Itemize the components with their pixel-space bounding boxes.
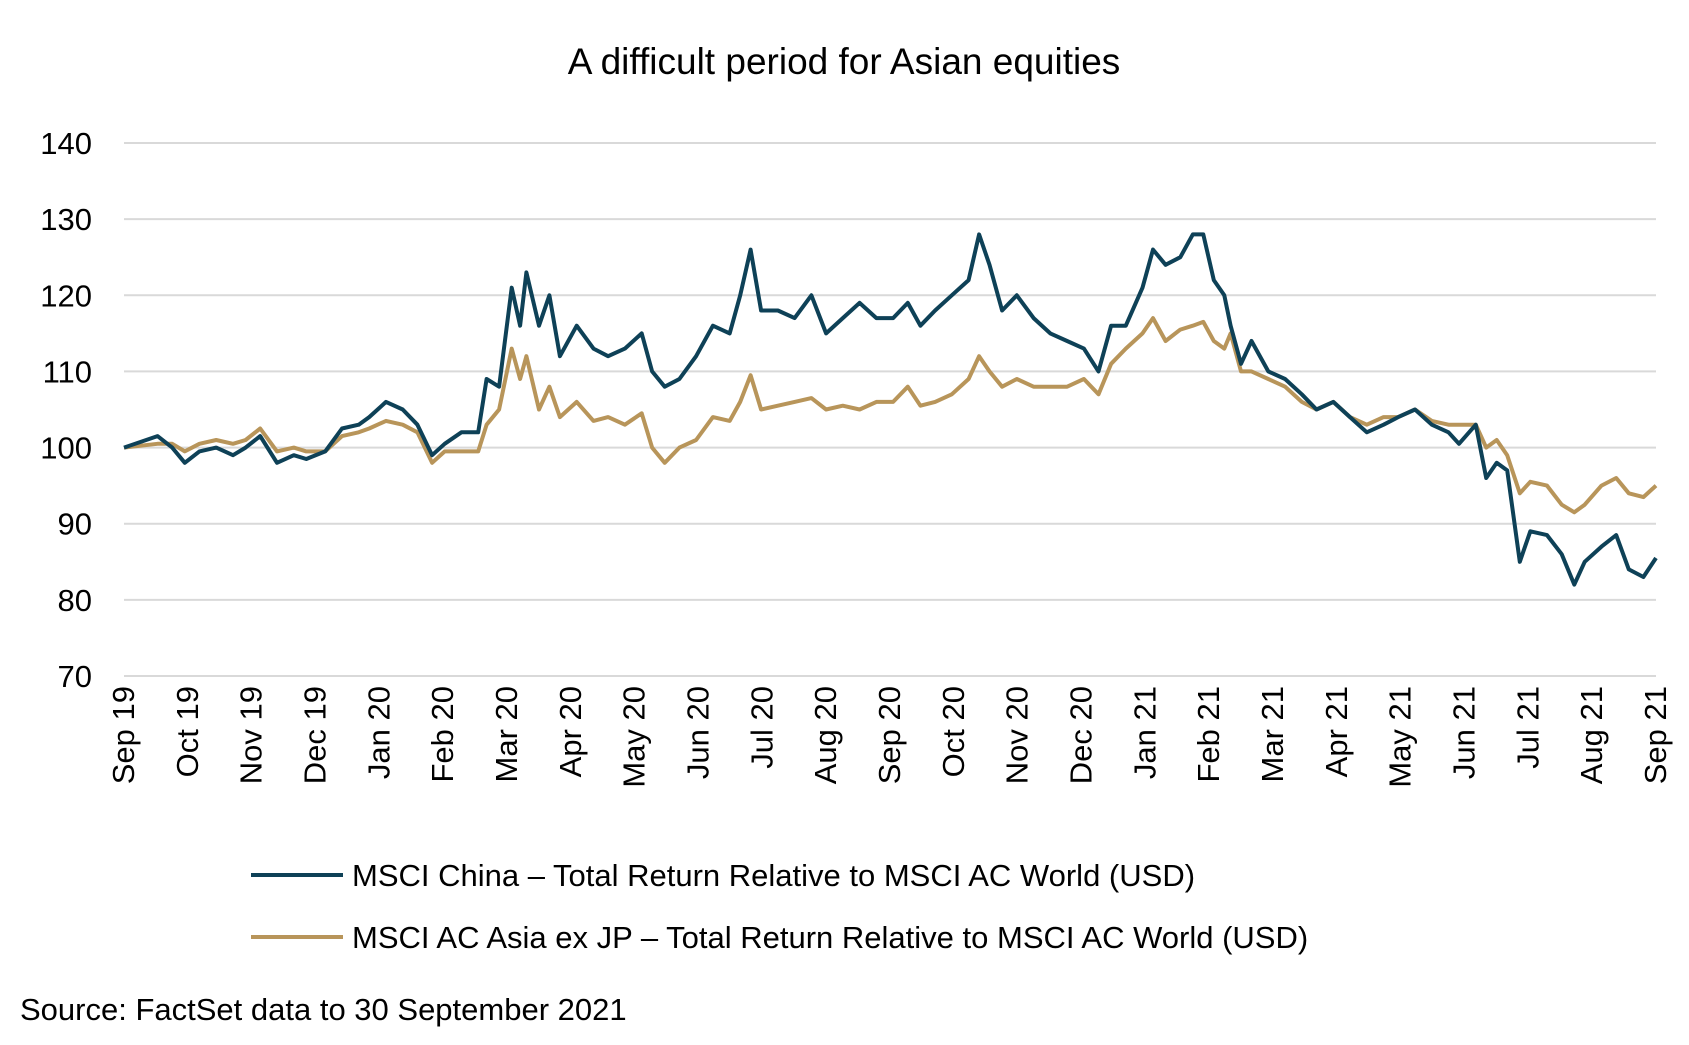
x-tick-label: Jan 21 [1127, 686, 1162, 779]
x-axis-tick-labels: Sep 19 Oct 19 Nov 19 Dec 19 Jan 20 Feb 20 Mar … [106, 686, 1673, 788]
x-tick-label: Apr 20 [553, 686, 588, 777]
x-tick-label: Nov 19 [234, 686, 269, 784]
x-tick-label: Jul 20 [744, 686, 779, 769]
x-tick-label: Sep 20 [872, 686, 907, 784]
y-tick-label: 80 [58, 583, 92, 618]
source-note: Source: FactSet data to 30 September 202… [20, 992, 627, 1027]
x-tick-label: Dec 20 [1064, 686, 1099, 784]
x-tick-label: Aug 21 [1574, 686, 1609, 784]
legend-label-asia: MSCI AC Asia ex JP – Total Return Relati… [352, 920, 1308, 955]
y-tick-label: 140 [40, 126, 92, 161]
y-tick-label: 120 [40, 278, 92, 313]
series-lines [123, 232, 1658, 587]
y-axis-tick-labels: 70 80 90 100 110 120 130 140 [40, 126, 92, 694]
x-tick-label: Oct 19 [170, 686, 205, 777]
x-tick-label: Jun 21 [1447, 686, 1482, 779]
x-tick-label: Feb 20 [425, 686, 460, 783]
x-tick-label: Aug 20 [808, 686, 843, 784]
x-tick-label: Sep 21 [1638, 686, 1673, 784]
y-tick-label: 100 [40, 431, 92, 466]
x-tick-label: Apr 21 [1319, 686, 1354, 777]
gridlines [124, 142, 1656, 677]
y-tick-label: 130 [40, 202, 92, 237]
x-tick-label: Nov 20 [1000, 686, 1035, 784]
x-tick-label: Jun 20 [681, 686, 716, 779]
x-tick-label: Mar 21 [1255, 686, 1290, 782]
legend-label-china: MSCI China – Total Return Relative to MS… [352, 858, 1195, 893]
x-tick-label: Mar 20 [489, 686, 524, 782]
series-line-asia-ex-jp [123, 316, 1658, 515]
chart-title: A difficult period for Asian equities [568, 41, 1121, 82]
x-tick-label: May 20 [617, 686, 652, 788]
y-tick-label: 70 [58, 659, 92, 694]
legend-item-asia: MSCI AC Asia ex JP – Total Return Relati… [251, 920, 1308, 955]
legend-item-china: MSCI China – Total Return Relative to MS… [251, 858, 1195, 893]
x-tick-label: Jul 21 [1510, 686, 1545, 769]
legend: MSCI China – Total Return Relative to MS… [251, 858, 1308, 955]
x-tick-label: Jan 20 [361, 686, 396, 779]
series-line-china [123, 232, 1658, 587]
x-tick-label: Dec 19 [298, 686, 333, 784]
x-tick-label: Sep 19 [106, 686, 141, 784]
x-tick-label: Feb 21 [1191, 686, 1226, 783]
x-tick-label: May 21 [1383, 686, 1418, 788]
x-tick-label: Oct 20 [936, 686, 971, 777]
y-tick-label: 110 [43, 354, 92, 389]
y-tick-label: 90 [58, 507, 92, 542]
